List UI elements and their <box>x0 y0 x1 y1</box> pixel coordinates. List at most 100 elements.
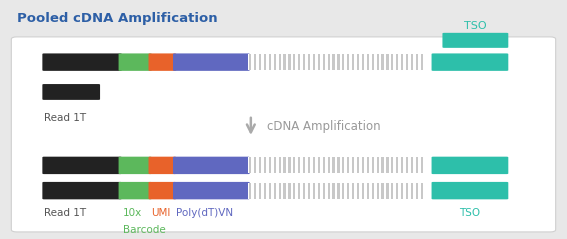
Text: TSO: TSO <box>459 208 480 218</box>
Bar <box>298 54 301 70</box>
Bar <box>406 183 408 199</box>
Bar <box>248 54 425 70</box>
Bar <box>386 157 388 174</box>
Bar <box>391 183 393 199</box>
Bar <box>249 183 251 199</box>
Bar <box>269 54 271 70</box>
Bar <box>362 157 364 174</box>
FancyBboxPatch shape <box>173 157 249 174</box>
Bar <box>308 54 310 70</box>
FancyBboxPatch shape <box>119 157 152 174</box>
Bar <box>293 54 295 70</box>
Bar <box>284 183 286 199</box>
Bar <box>298 183 301 199</box>
Text: Read 1T: Read 1T <box>44 208 86 218</box>
Bar <box>264 54 266 70</box>
FancyBboxPatch shape <box>431 157 508 174</box>
Bar <box>323 183 325 199</box>
Bar <box>386 54 388 70</box>
FancyBboxPatch shape <box>442 33 508 48</box>
Text: UMI: UMI <box>151 208 171 218</box>
FancyBboxPatch shape <box>149 54 176 71</box>
Text: Read 1T: Read 1T <box>44 113 86 123</box>
Bar <box>249 54 251 70</box>
FancyBboxPatch shape <box>119 182 152 199</box>
Bar <box>278 183 281 199</box>
Bar <box>248 183 425 199</box>
Bar <box>278 157 281 174</box>
Bar <box>274 157 276 174</box>
Bar <box>372 54 374 70</box>
Bar <box>406 157 408 174</box>
FancyBboxPatch shape <box>431 182 508 199</box>
Bar <box>318 157 320 174</box>
Bar <box>303 54 305 70</box>
Bar <box>382 54 384 70</box>
Bar <box>421 157 423 174</box>
Text: Poly(dT)VN: Poly(dT)VN <box>176 208 234 218</box>
Bar <box>313 157 315 174</box>
Text: 10x: 10x <box>123 208 142 218</box>
Bar <box>284 157 286 174</box>
Text: cDNA Amplification: cDNA Amplification <box>267 120 381 133</box>
Bar <box>332 183 335 199</box>
Bar <box>347 157 349 174</box>
Bar <box>274 183 276 199</box>
Bar <box>259 54 261 70</box>
Bar <box>269 183 271 199</box>
Bar <box>357 157 359 174</box>
Bar <box>421 54 423 70</box>
Bar <box>342 183 345 199</box>
Bar <box>308 183 310 199</box>
Bar <box>332 54 335 70</box>
FancyBboxPatch shape <box>43 157 122 174</box>
FancyBboxPatch shape <box>173 182 249 199</box>
Bar <box>376 157 379 174</box>
Bar <box>352 183 354 199</box>
Bar <box>347 54 349 70</box>
Bar <box>274 54 276 70</box>
Bar <box>264 183 266 199</box>
Bar <box>289 183 290 199</box>
Bar <box>376 54 379 70</box>
Bar <box>382 157 384 174</box>
Bar <box>342 54 345 70</box>
Bar <box>391 157 393 174</box>
Bar <box>401 183 403 199</box>
Bar <box>328 157 330 174</box>
FancyBboxPatch shape <box>43 54 122 71</box>
FancyBboxPatch shape <box>119 54 152 71</box>
Bar <box>352 157 354 174</box>
Bar <box>278 54 281 70</box>
Bar <box>367 183 369 199</box>
Bar <box>401 54 403 70</box>
Bar <box>382 183 384 199</box>
Bar <box>303 183 305 199</box>
Bar <box>248 157 425 174</box>
Bar <box>313 183 315 199</box>
Bar <box>372 183 374 199</box>
Bar <box>416 157 418 174</box>
Text: Pooled cDNA Amplification: Pooled cDNA Amplification <box>17 12 217 25</box>
Bar <box>328 54 330 70</box>
Bar <box>376 183 379 199</box>
Bar <box>357 183 359 199</box>
FancyBboxPatch shape <box>11 37 556 232</box>
Bar <box>401 157 403 174</box>
FancyBboxPatch shape <box>43 84 100 100</box>
Bar <box>337 157 340 174</box>
Bar <box>313 54 315 70</box>
FancyBboxPatch shape <box>149 182 176 199</box>
FancyBboxPatch shape <box>149 157 176 174</box>
Text: TSO: TSO <box>464 21 486 31</box>
Bar <box>337 54 340 70</box>
Bar <box>298 157 301 174</box>
Bar <box>249 157 251 174</box>
Bar <box>259 183 261 199</box>
Bar <box>254 157 256 174</box>
Bar <box>284 54 286 70</box>
Bar <box>328 183 330 199</box>
Bar <box>421 183 423 199</box>
Bar <box>362 183 364 199</box>
Bar <box>406 54 408 70</box>
